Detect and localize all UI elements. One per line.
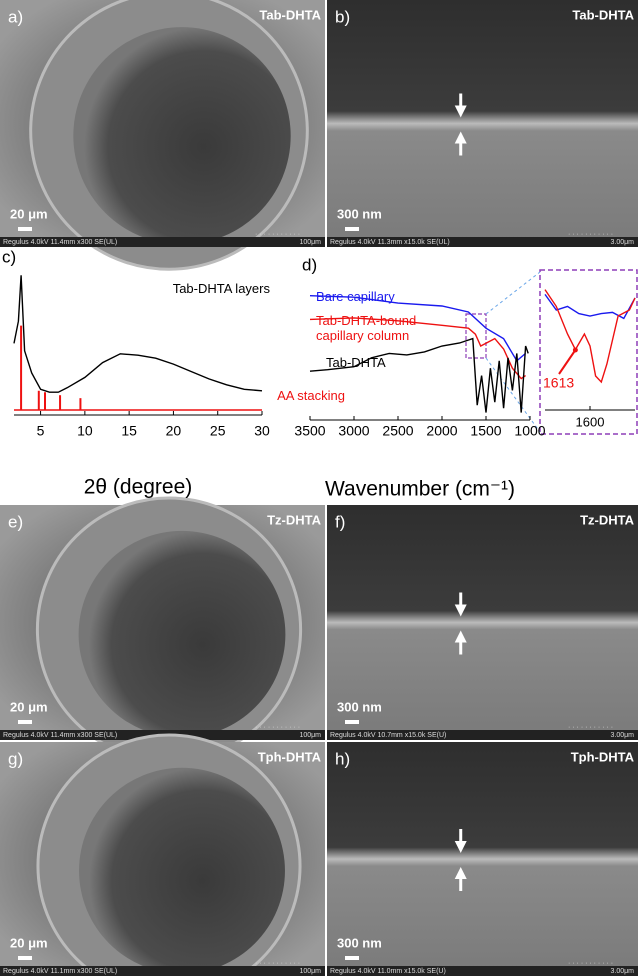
legend-entry: Tab-DHTA [326, 355, 436, 395]
annotation-arrow [559, 350, 575, 374]
sample-name: Tph-DHTA [571, 749, 635, 764]
sem-image: h) Tph-DHTA 300 nm Regulus 4.0kV 11.0mm x15… [327, 742, 638, 976]
scale-bar [18, 227, 32, 231]
zoom-line [486, 272, 540, 314]
footer-scale: 3.00μm [611, 968, 635, 975]
capillary-bore [73, 27, 290, 244]
sample-name: Tph-DHTA [258, 749, 322, 764]
sample-name: Tz-DHTA [580, 512, 635, 527]
x-tick-label: 1600 [576, 414, 605, 429]
scale-bar [18, 956, 32, 960]
scale-bar [345, 227, 359, 231]
x-tick-label: 25 [210, 423, 226, 439]
series-label: Tab-DHTA [326, 355, 436, 370]
line-series [545, 290, 635, 382]
x-tick-label: 2500 [382, 423, 413, 439]
scale-bar-label: 20 μm [10, 206, 48, 221]
annotation-head [573, 348, 578, 353]
page: {"panels":[ {"label":"a)","sample":"Tab-… [0, 0, 638, 976]
footer-scale: 100μm [299, 968, 321, 975]
sample-name: Tab-DHTA [259, 7, 321, 22]
x-tick-label: 10 [77, 423, 93, 439]
footer-dots: · · · · · · · · · · · [255, 960, 300, 967]
scale-bar-label: 300 nm [337, 699, 382, 714]
sem-image: g) Tph-DHTA 20 μm Regulus 4.0kV 11.1mm x300… [0, 735, 325, 976]
capillary-bore [79, 531, 286, 738]
panel-label: c) [2, 247, 16, 266]
footer-dots: · · · · · · · · · · · [568, 724, 613, 731]
figure: a) Tab-DHTA 20 μm Regulus 4.0kV 11.4mm x300… [0, 0, 638, 976]
scale-bar [345, 720, 359, 724]
series-label: Tab-DHTA-bound capillary column [316, 313, 426, 343]
sem-image: f) Tz-DHTA 300 nm Regulus 4.0kV 10.7mm x15.… [327, 505, 638, 740]
inset-frame [540, 270, 637, 434]
sample-name: Tz-DHTA [267, 512, 322, 527]
scale-bar [18, 720, 32, 724]
footer-text: Regulus 4.0kV 11.1mm x300 SE(UL) [3, 968, 117, 975]
footer-scale: 3.00μm [611, 732, 635, 739]
scale-bar-label: 300 nm [337, 206, 382, 221]
sem-image: b) Tab-DHTA 300 nm Regulus 4.0kV 11.3mm x15… [327, 0, 638, 247]
panel-label: d) [302, 255, 317, 274]
sample-name: Tab-DHTA [572, 7, 634, 22]
series-label: Bare capillary [316, 289, 426, 304]
panel-label: h) [335, 749, 350, 768]
x-tick-label: 1500 [470, 423, 501, 439]
series-label: Tab-DHTA layers [150, 281, 270, 296]
x-axis-label: 2θ (degree) [84, 476, 193, 499]
x-tick-label: 3000 [338, 423, 369, 439]
x-tick-label: 2000 [426, 423, 457, 439]
capillary-bore [79, 768, 285, 974]
scale-bar-label: 300 nm [337, 935, 382, 950]
x-axis-label: Wavenumber (cm⁻¹) [325, 478, 515, 501]
footer-text: Regulus 4.0kV 11.0mm x15.0k SE(U) [330, 968, 446, 975]
scale-bar-label: 20 μm [10, 935, 48, 950]
panel-label: g) [8, 749, 23, 768]
annotation: 1613 [543, 375, 574, 391]
footer-text: Regulus 4.0kV 11.3mm x15.0k SE(UL) [330, 239, 450, 246]
panel-label: f) [335, 512, 345, 531]
panel-label: b) [335, 7, 350, 26]
footer-dots: · · · · · · · · · · · [568, 960, 613, 967]
footer-scale: 100μm [299, 732, 321, 739]
x-tick-label: 20 [166, 423, 182, 439]
x-tick-label: 5 [37, 423, 45, 439]
panel-label: e) [8, 512, 23, 531]
footer-scale: 3.00μm [611, 239, 635, 246]
sem-image: e) Tz-DHTA 20 μm Regulus 4.0kV 11.4mm x300 … [0, 498, 325, 761]
scale-bar [345, 956, 359, 960]
panel-label: a) [8, 7, 23, 26]
x-tick-label: 15 [121, 423, 137, 439]
x-tick-label: 3500 [294, 423, 325, 439]
scale-bar-label: 20 μm [10, 699, 48, 714]
footer-text: Regulus 4.0kV 11.4mm x300 SE(UL) [3, 732, 117, 739]
footer-dots: · · · · · · · · · · · [255, 724, 300, 731]
sem-image: a) Tab-DHTA 20 μm Regulus 4.0kV 11.4mm x300… [0, 0, 325, 269]
x-tick-label: 1000 [514, 423, 545, 439]
footer-text: Regulus 4.0kV 11.4mm x300 SE(UL) [3, 239, 117, 246]
footer-dots: · · · · · · · · · · · [255, 231, 300, 238]
legend-entry: Tab-DHTA layers [150, 281, 270, 321]
footer-text: Regulus 4.0kV 10.7mm x15.0k SE(U) [330, 732, 446, 739]
legend-entry: Tab-DHTA-bound capillary column [316, 313, 426, 353]
footer-scale: 100μm [299, 239, 321, 246]
footer-dots: · · · · · · · · · · · [568, 231, 613, 238]
